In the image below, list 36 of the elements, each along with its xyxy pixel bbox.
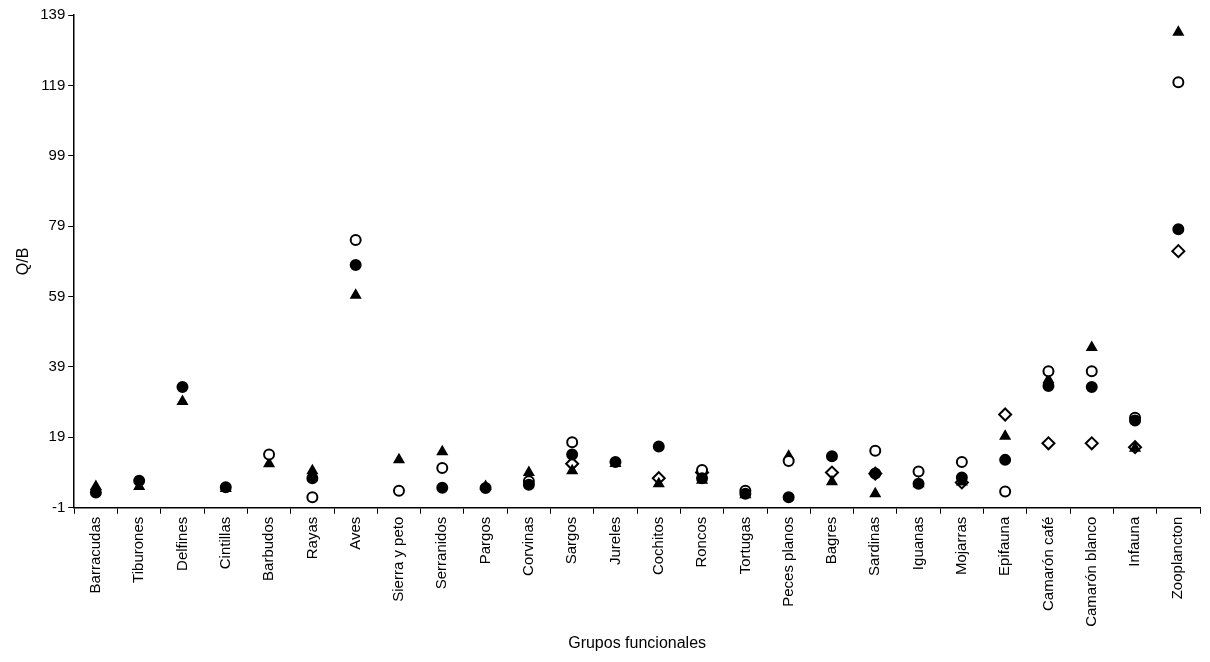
x-tick-label: Cochitos	[648, 516, 666, 576]
y-tick-label: -1	[51, 497, 66, 515]
x-tick-label: Iguanas	[908, 516, 926, 571]
x-tick-label: Cintillas	[215, 516, 233, 570]
x-tick-label: Sardinas	[865, 516, 883, 576]
x-tick-label: Sierra y peto	[389, 516, 407, 602]
x-tick-label: Tiburones	[129, 516, 147, 583]
x-tick-label: Tortugas	[735, 516, 753, 575]
x-axis-title: Grupos funcionales	[568, 633, 707, 651]
y-tick-label: 19	[48, 427, 66, 445]
x-tick-label: Aves	[345, 516, 363, 550]
x-tick-label: Sargos	[562, 516, 580, 565]
x-tick-label: Camarón café	[1038, 516, 1056, 611]
y-tick-label: 99	[48, 145, 66, 163]
x-tick-label: Mojarras	[952, 516, 969, 576]
x-tick-label: Barracudas	[86, 516, 104, 594]
y-tick-label: 79	[48, 216, 66, 234]
x-tick-label: Epifauna	[995, 516, 1013, 576]
x-tick-label: Bagres	[822, 516, 840, 565]
y-tick-label: 139	[40, 5, 66, 23]
y-tick-label: 39	[48, 357, 66, 375]
x-tick-label: Camarón blanco	[1081, 516, 1099, 627]
x-tick-label: Corvinas	[519, 516, 537, 576]
x-tick-label: Peces planos	[778, 516, 796, 607]
y-tick-label: 59	[48, 286, 66, 304]
x-tick-label: Infauna	[1125, 516, 1143, 567]
x-tick-label: Rayas	[302, 516, 320, 560]
y-tick-label: 119	[41, 75, 66, 93]
x-tick-label: Roncos	[692, 516, 710, 568]
x-tick-label: Pargos	[475, 516, 493, 565]
x-tick-label: Zooplancton	[1168, 516, 1186, 600]
x-tick-label: Barbudos	[259, 516, 277, 581]
x-tick-label: Delfines	[172, 516, 190, 571]
x-tick-label: Serranidos	[432, 516, 450, 590]
x-tick-label: Jureles	[605, 516, 623, 566]
y-axis-title: Q/B	[14, 247, 32, 276]
